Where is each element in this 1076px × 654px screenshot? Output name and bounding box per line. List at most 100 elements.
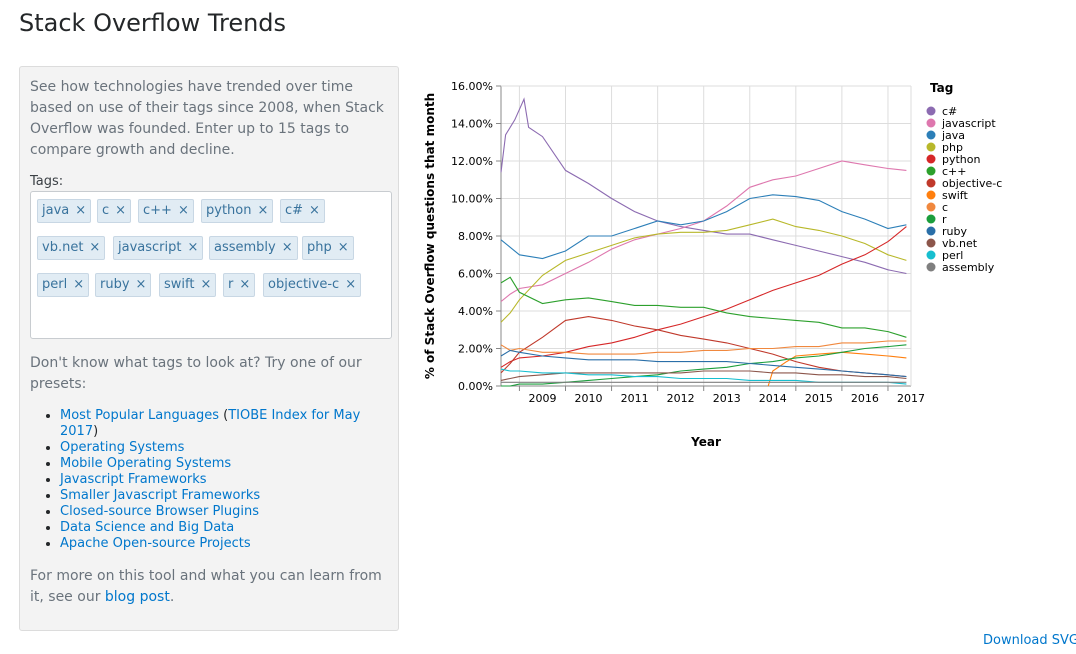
legend-swatch <box>926 154 936 164</box>
download-svg-link[interactable]: Download SVG <box>983 633 1076 648</box>
remove-tag-icon[interactable]: × <box>239 277 251 292</box>
tag-label: javascript <box>118 240 182 255</box>
tag-input-box[interactable]: java × c × c++ × python × c# × vb.net × javasc… <box>30 191 392 339</box>
y-tick-label: 4.00% <box>458 305 493 318</box>
legend-swatch <box>926 262 936 272</box>
tag-label: assembly <box>214 240 276 255</box>
tag-chip: swift × <box>159 273 217 297</box>
legend-label: perl <box>942 249 963 262</box>
x-tick-label: 2012 <box>667 392 695 405</box>
tag-chip: c++ × <box>138 199 194 223</box>
x-tick-label: 2011 <box>621 392 649 405</box>
preset-link-popular-languages[interactable]: Most Popular Languages <box>60 408 219 423</box>
tag-chip: perl × <box>37 273 90 297</box>
preset-item: Closed-source Browser Plugins <box>60 504 390 520</box>
legend-swatch <box>926 178 936 188</box>
preset-paren-open: ( <box>218 408 229 423</box>
x-tick-label: 2013 <box>713 392 741 405</box>
remove-tag-icon[interactable]: × <box>187 240 199 255</box>
more-info-text: For more on this tool and what you can l… <box>30 566 390 608</box>
preset-link-js-frameworks[interactable]: Javascript Frameworks <box>60 472 207 487</box>
remove-tag-icon[interactable]: × <box>177 203 189 218</box>
series-line-c++ <box>500 276 907 338</box>
legend-label: swift <box>942 189 968 202</box>
series-line-java <box>500 194 907 260</box>
tag-label: swift <box>164 277 195 292</box>
y-tick-label: 10.00% <box>451 193 493 206</box>
tag-chip: java × <box>37 199 92 223</box>
remove-tag-icon[interactable]: × <box>115 203 127 218</box>
preset-link-browser-plugins[interactable]: Closed-source Browser Plugins <box>60 504 260 519</box>
preset-link-mobile-os[interactable]: Mobile Operating Systems <box>60 456 232 471</box>
series-line-ruby <box>500 349 907 378</box>
remove-tag-icon[interactable]: × <box>281 240 293 255</box>
legend-label: python <box>942 153 981 166</box>
legend-label: r <box>942 213 947 226</box>
preset-item: Operating Systems <box>60 440 390 456</box>
remove-tag-icon[interactable]: × <box>337 240 349 255</box>
remove-tag-icon[interactable]: × <box>135 277 147 292</box>
legend-label: c# <box>942 105 957 118</box>
legend-label: assembly <box>942 261 995 274</box>
legend-label: java <box>941 129 965 142</box>
x-tick-label: 2010 <box>575 392 603 405</box>
preset-list: Most Popular Languages (TIOBE Index for … <box>30 408 390 552</box>
y-tick-label: 8.00% <box>458 230 493 243</box>
preset-link-tiobe[interactable]: TIOBE Index for May 2017 <box>60 408 361 439</box>
remove-tag-icon[interactable]: × <box>345 277 357 292</box>
legend-label: c <box>942 201 948 214</box>
legend-label: vb.net <box>942 237 978 250</box>
intro-text: See how technologies have trended over t… <box>30 79 384 158</box>
remove-tag-icon[interactable]: × <box>257 203 269 218</box>
legend-label: ruby <box>942 225 967 238</box>
legend-title: Tag <box>930 81 953 95</box>
series-line-php <box>500 218 907 323</box>
preset-link-operating-systems[interactable]: Operating Systems <box>60 440 185 455</box>
remove-tag-icon[interactable]: × <box>309 203 320 218</box>
tag-label: c <box>102 203 110 218</box>
remove-tag-icon[interactable]: × <box>89 240 101 255</box>
sidebar-panel: See how technologies have trended over t… <box>19 66 399 631</box>
legend-label: javascript <box>941 117 996 130</box>
legend-swatch <box>926 190 936 200</box>
x-tick-label: 2014 <box>759 392 787 405</box>
preset-link-apache[interactable]: Apache Open-source Projects <box>60 536 251 551</box>
tag-chip: c × <box>97 199 132 223</box>
preset-paren-close: ) <box>93 424 99 439</box>
legend-swatch <box>926 166 936 176</box>
remove-tag-icon[interactable]: × <box>73 277 85 292</box>
legend-swatch <box>926 202 936 212</box>
tag-chip: php × <box>302 236 354 260</box>
tag-chip: ruby × <box>95 273 152 297</box>
tag-label: c++ <box>143 203 172 218</box>
preset-item: Apache Open-source Projects <box>60 536 390 552</box>
remove-tag-icon[interactable]: × <box>75 203 87 218</box>
legend-swatch <box>926 226 936 236</box>
tag-label: objective-c <box>268 277 340 292</box>
legend-swatch <box>926 250 936 260</box>
presets-question: Don't know what tags to look at? Try one… <box>30 355 362 392</box>
preset-item: Smaller Javascript Frameworks <box>60 488 390 504</box>
x-tick-label: 2015 <box>805 392 833 405</box>
series-line-swift <box>767 351 907 387</box>
series-line-c# <box>500 97 907 275</box>
preset-link-small-js-frameworks[interactable]: Smaller Javascript Frameworks <box>60 488 261 503</box>
blog-post-link[interactable]: blog post <box>104 589 170 605</box>
remove-tag-icon[interactable]: × <box>200 277 212 292</box>
tag-label: ruby <box>100 277 130 292</box>
series-line-vb.net <box>500 370 907 381</box>
tag-label: r <box>228 277 234 292</box>
tag-label: python <box>206 203 252 218</box>
tags-label: Tags: <box>30 174 64 189</box>
x-tick-label: 2016 <box>851 392 879 405</box>
more-text: For more on this tool and what you can l… <box>30 568 382 605</box>
legend-swatch <box>926 142 936 152</box>
y-tick-label: 12.00% <box>451 155 493 168</box>
preset-item: Most Popular Languages (TIOBE Index for … <box>60 408 390 440</box>
preset-item: Mobile Operating Systems <box>60 456 390 472</box>
legend-swatch <box>926 106 936 116</box>
y-tick-label: 2.00% <box>458 343 493 356</box>
legend-label: c++ <box>942 165 966 178</box>
y-tick-label: 6.00% <box>458 268 493 281</box>
preset-link-data-science[interactable]: Data Science and Big Data <box>60 520 235 535</box>
